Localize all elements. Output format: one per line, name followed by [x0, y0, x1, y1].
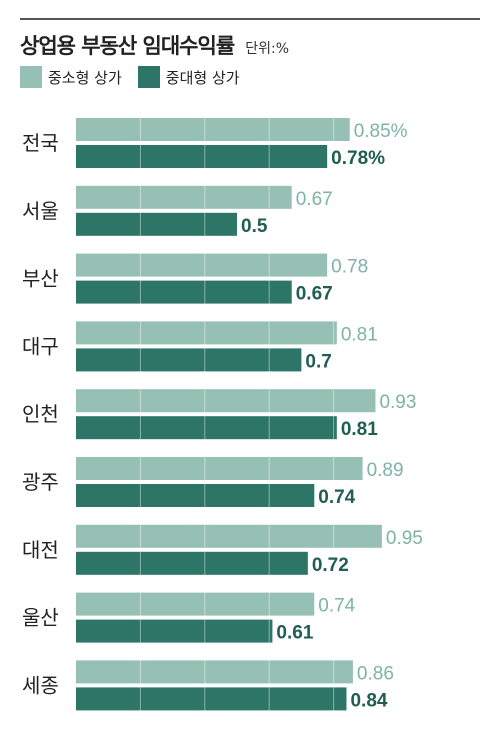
value-label-mid: 0.61: [276, 623, 313, 644]
category-label: 광주: [22, 470, 59, 494]
bar-mid: [76, 212, 237, 236]
legend: 중소형 상가 중대형 상가: [20, 66, 256, 88]
value-label-small: 0.74: [318, 596, 355, 617]
value-label-small: 0.85%: [354, 121, 408, 142]
bar-mid: [76, 416, 337, 440]
value-label-small: 0.78: [331, 257, 368, 278]
bar-mid: [76, 619, 273, 643]
value-label-small: 0.89: [367, 460, 404, 481]
bar-small: [76, 185, 292, 209]
bar-small: [76, 592, 315, 616]
category-label: 부산: [22, 267, 59, 291]
legend-item-mid: 중대형 상가: [137, 66, 240, 88]
bar-small: [76, 321, 337, 345]
category-label: 울산: [22, 606, 59, 630]
legend-label-mid: 중대형 상가: [165, 68, 240, 87]
legend-swatch-mid: [137, 66, 160, 88]
value-label-mid: 0.7: [305, 351, 331, 372]
value-label-mid: 0.72: [312, 555, 349, 576]
bar-small: [76, 253, 328, 277]
value-label-mid: 0.81: [341, 419, 378, 440]
value-label-mid: 0.67: [296, 284, 333, 305]
value-label-small: 0.86: [357, 663, 394, 684]
value-label-small: 0.67: [296, 189, 333, 210]
bar-small: [76, 524, 382, 548]
bar-mid: [76, 280, 292, 304]
bar-mid: [76, 145, 328, 168]
bar-small: [76, 118, 350, 141]
category-label: 전국: [22, 131, 59, 155]
value-label-mid: 0.5: [241, 216, 268, 237]
title-row: 상업용 부동산 임대수익률 단위:%: [20, 30, 289, 60]
category-label: 대전: [22, 538, 59, 562]
legend-item-small: 중소형 상가: [20, 66, 122, 88]
category-label: 세종: [22, 673, 59, 697]
top-rule: [20, 18, 480, 20]
bar-mid: [76, 551, 308, 575]
bar-mid: [76, 484, 315, 507]
bar-small: [76, 660, 353, 684]
bar-mid: [76, 348, 302, 372]
category-label: 서울: [22, 199, 59, 223]
unit-label: 단위:%: [245, 41, 290, 57]
chart-title: 상업용 부동산 임대수익률: [20, 34, 235, 58]
legend-label-small: 중소형 상가: [48, 68, 122, 87]
category-label: 대구: [22, 334, 59, 358]
category-label: 인천: [22, 402, 59, 426]
bar-mid: [76, 687, 347, 711]
value-label-mid: 0.74: [318, 487, 355, 508]
legend-swatch-small: [20, 66, 42, 88]
value-label-small: 0.81: [341, 324, 378, 345]
bar-small: [76, 389, 376, 413]
value-label-mid: 0.78%: [331, 148, 385, 169]
bar-small: [76, 457, 363, 480]
value-label-small: 0.93: [379, 392, 416, 413]
value-label-small: 0.95: [386, 528, 423, 549]
value-label-mid: 0.84: [350, 690, 387, 711]
